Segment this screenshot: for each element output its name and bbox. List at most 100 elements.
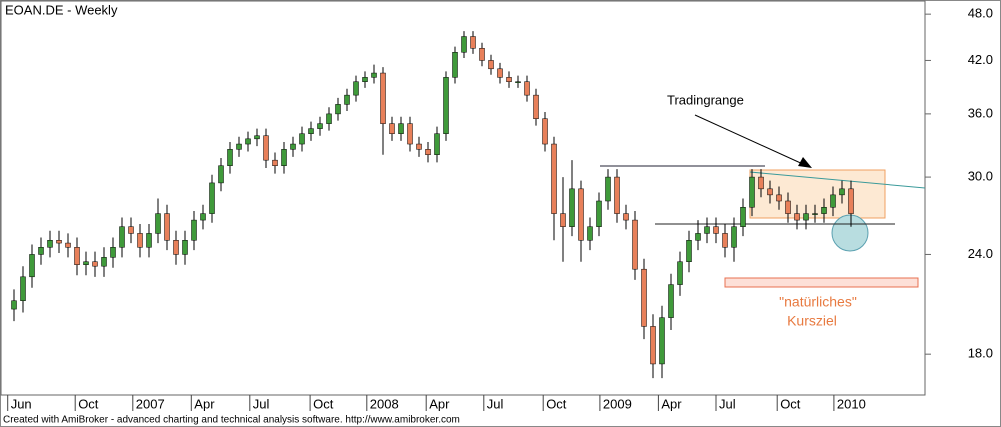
x-tick-label: Jun	[11, 396, 32, 411]
x-tick-label: Jul	[719, 396, 736, 411]
candle-body	[641, 268, 647, 327]
candle-body	[245, 138, 251, 145]
candle-body	[263, 135, 269, 161]
candle-body	[677, 261, 683, 285]
candle-body	[290, 143, 296, 150]
candle-body	[407, 123, 413, 145]
candle-body	[416, 143, 422, 150]
candle-body	[704, 226, 710, 234]
candle-body	[353, 81, 359, 96]
candle-body	[146, 233, 152, 248]
target-box	[724, 277, 919, 288]
x-tick-label: 2010	[837, 396, 866, 411]
candle-body	[137, 233, 143, 248]
x-tick-label: 2007	[136, 396, 165, 411]
candle-body	[695, 233, 701, 241]
annotation: Kursziel	[787, 313, 837, 329]
footer: Created with AmiBroker - advanced charti…	[3, 415, 460, 426]
candle-body	[272, 159, 278, 166]
candle-body	[632, 219, 638, 270]
plot-frame	[0, 0, 926, 396]
x-tick-label: 2009	[603, 396, 632, 411]
y-tick-label: 42.0	[968, 52, 993, 67]
candle-body	[326, 113, 332, 124]
candle-body	[569, 188, 575, 227]
candle-body	[803, 213, 809, 221]
x-tick-label: Apr	[194, 396, 215, 411]
candle-body	[155, 213, 161, 234]
candle-body	[65, 242, 71, 248]
candle-body	[236, 143, 242, 150]
arrow-line	[694, 114, 806, 166]
candle-body	[74, 247, 80, 265]
candle-body	[29, 254, 35, 278]
y-tick-label: 36.0	[968, 105, 993, 120]
candle-body	[749, 176, 755, 208]
candle-body	[686, 240, 692, 262]
x-tick-label: Oct	[313, 396, 334, 411]
candle-body	[362, 77, 368, 82]
y-tick-label: 30.0	[968, 169, 993, 184]
candle-body	[497, 68, 503, 78]
highlight-circle	[831, 214, 869, 252]
candle-body	[839, 188, 845, 196]
candles	[11, 31, 854, 379]
candle-body	[479, 48, 485, 61]
candle-body	[731, 226, 737, 248]
candle-body	[722, 233, 728, 248]
candle-body	[281, 149, 287, 166]
candle-body	[299, 133, 305, 145]
candle-body	[605, 176, 611, 202]
candle-body	[659, 317, 665, 365]
candle-body	[488, 60, 494, 70]
annotation: Tradingrange	[667, 92, 744, 107]
x-tick-label: Jul	[253, 396, 270, 411]
candle-body	[200, 213, 206, 221]
x-tick-label: 2008	[370, 396, 399, 411]
x-tick-label: Apr	[661, 396, 682, 411]
candle-body	[209, 182, 215, 214]
candle-body	[758, 176, 764, 190]
candle-body	[47, 240, 53, 248]
candle-body	[740, 206, 746, 227]
candle-body	[614, 176, 620, 214]
candle-body	[794, 213, 800, 221]
candle-body	[308, 128, 314, 134]
chart-title: EOAN.DE - Weekly	[5, 2, 118, 17]
x-tick-label: Oct	[78, 396, 99, 411]
candle-body	[470, 36, 476, 49]
candle-body	[812, 213, 818, 215]
candle-body	[506, 77, 512, 82]
candle-body	[443, 77, 449, 134]
candle-body	[128, 226, 134, 234]
candle-body	[83, 261, 89, 265]
x-tick-label: Oct	[546, 396, 567, 411]
y-tick-label: 18.0	[968, 346, 993, 361]
candle-body	[596, 200, 602, 227]
candle-body	[380, 72, 386, 124]
candle-body	[821, 206, 827, 214]
candle-body	[164, 213, 170, 241]
candle-body	[461, 36, 467, 53]
candle-body	[767, 188, 773, 196]
candle-body	[119, 226, 125, 248]
y-tick-label: 24.0	[968, 246, 993, 261]
candle-body	[371, 72, 377, 78]
candle-body	[344, 94, 350, 105]
candle-body	[515, 81, 521, 83]
candle-body	[434, 133, 440, 155]
candle-body	[389, 123, 395, 134]
arrow-head	[798, 157, 812, 168]
candle-body	[776, 194, 782, 202]
annotation: "natürliches"	[779, 294, 857, 310]
candle-body	[20, 276, 26, 301]
candle-body	[38, 247, 44, 255]
candle-body	[668, 284, 674, 318]
candle-body	[110, 247, 116, 258]
candle-body	[785, 200, 791, 214]
candle-body	[524, 81, 530, 96]
candle-body	[533, 94, 539, 119]
candle-body	[452, 52, 458, 78]
candle-body	[578, 188, 584, 241]
candle-body	[587, 226, 593, 241]
